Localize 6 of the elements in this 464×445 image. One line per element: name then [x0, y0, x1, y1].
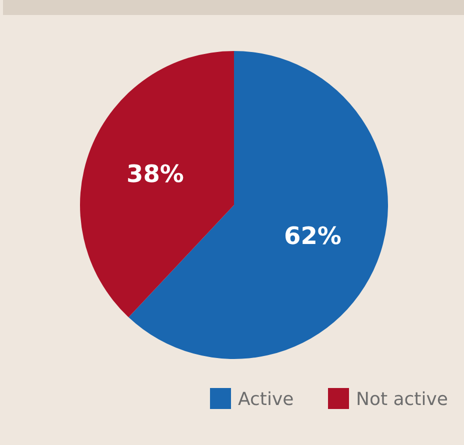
legend-label: Active [238, 389, 294, 410]
data-label: 38% [126, 160, 184, 188]
legend-label: Not active [356, 389, 448, 410]
data-label: 62% [284, 222, 342, 250]
pie-slice [128, 51, 388, 359]
pie-slice [80, 51, 234, 318]
